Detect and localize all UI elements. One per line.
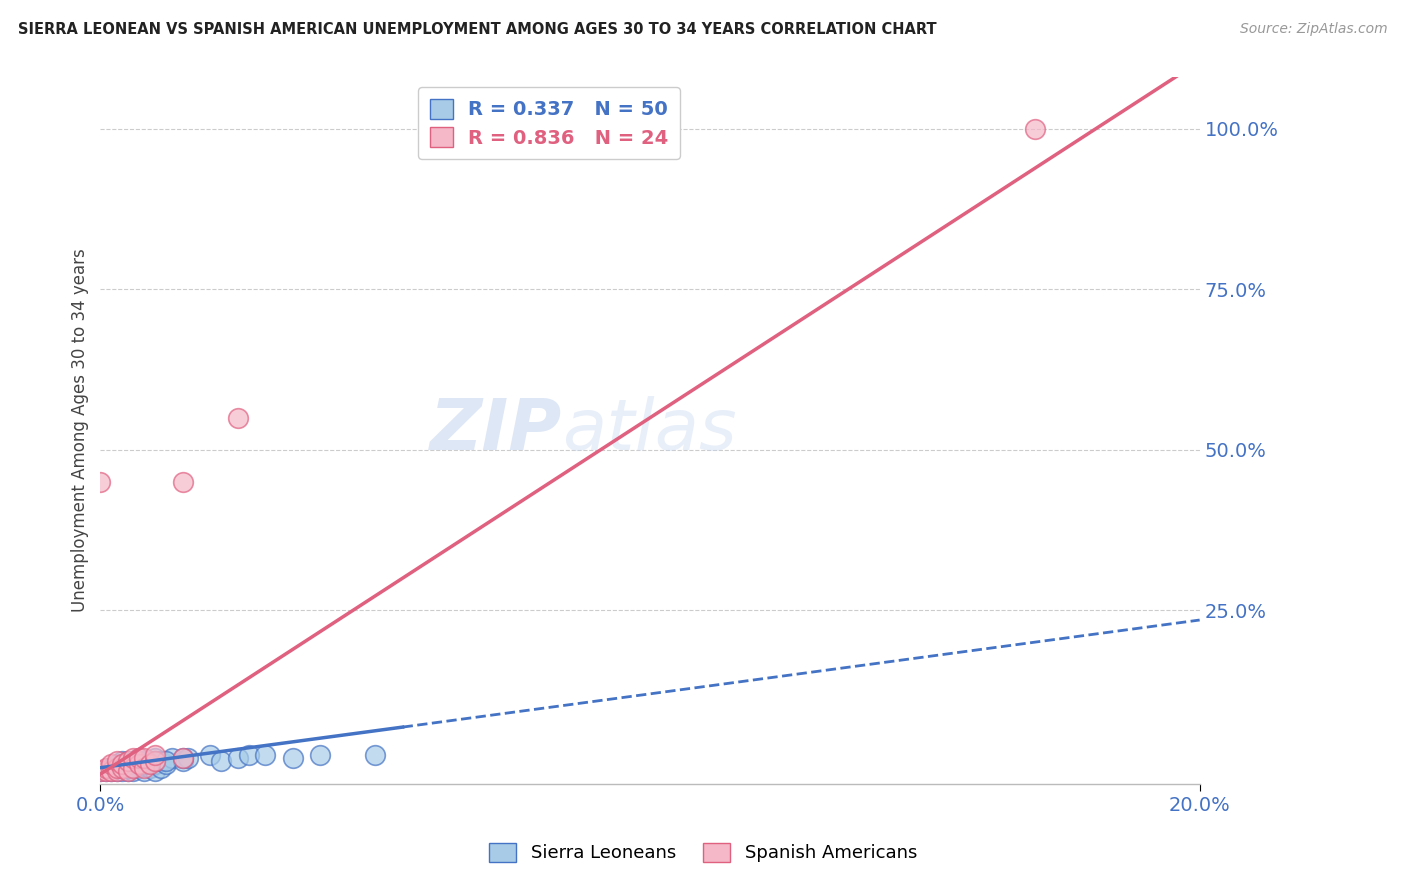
- Point: [105, 757, 128, 772]
- Point: [128, 757, 150, 772]
- Legend: Sierra Leoneans, Spanish Americans: Sierra Leoneans, Spanish Americans: [482, 836, 924, 870]
- Point: [226, 410, 249, 425]
- Point: [143, 757, 166, 772]
- Point: [117, 761, 139, 775]
- Text: SIERRA LEONEAN VS SPANISH AMERICAN UNEMPLOYMENT AMONG AGES 30 TO 34 YEARS CORREL: SIERRA LEONEAN VS SPANISH AMERICAN UNEMP…: [18, 22, 936, 37]
- Text: Source: ZipAtlas.com: Source: ZipAtlas.com: [1240, 22, 1388, 37]
- Point: [122, 764, 145, 778]
- Point: [149, 754, 172, 768]
- Point: [134, 764, 156, 778]
- Point: [254, 747, 277, 762]
- Point: [94, 764, 117, 778]
- Point: [100, 761, 122, 775]
- Point: [209, 754, 232, 768]
- Point: [89, 764, 111, 778]
- Point: [122, 758, 145, 772]
- Point: [134, 751, 156, 765]
- Point: [105, 764, 128, 778]
- Point: [94, 761, 117, 775]
- Point: [89, 475, 111, 489]
- Point: [281, 751, 304, 765]
- Point: [122, 761, 145, 775]
- Point: [94, 764, 117, 778]
- Point: [1024, 121, 1046, 136]
- Point: [89, 764, 111, 778]
- Point: [111, 761, 134, 775]
- Point: [143, 764, 166, 778]
- Point: [111, 754, 134, 768]
- Legend: R = 0.337   N = 50, R = 0.836   N = 24: R = 0.337 N = 50, R = 0.836 N = 24: [418, 87, 681, 160]
- Point: [139, 761, 162, 775]
- Point: [117, 761, 139, 775]
- Point: [128, 751, 150, 765]
- Point: [200, 747, 222, 762]
- Point: [134, 761, 156, 775]
- Point: [172, 475, 194, 489]
- Point: [111, 764, 134, 778]
- Point: [100, 764, 122, 778]
- Text: atlas: atlas: [562, 396, 737, 465]
- Point: [143, 754, 166, 768]
- Point: [172, 754, 194, 768]
- Point: [128, 757, 150, 772]
- Point: [143, 754, 166, 768]
- Point: [105, 761, 128, 775]
- Point: [117, 754, 139, 768]
- Y-axis label: Unemployment Among Ages 30 to 34 years: Unemployment Among Ages 30 to 34 years: [72, 249, 89, 613]
- Point: [117, 757, 139, 772]
- Point: [143, 751, 166, 765]
- Point: [100, 764, 122, 778]
- Point: [111, 757, 134, 772]
- Point: [172, 751, 194, 765]
- Point: [143, 747, 166, 762]
- Point: [122, 754, 145, 768]
- Point: [134, 754, 156, 768]
- Point: [100, 757, 122, 772]
- Point: [111, 757, 134, 772]
- Point: [122, 757, 145, 772]
- Point: [117, 764, 139, 778]
- Point: [105, 754, 128, 768]
- Point: [149, 761, 172, 775]
- Point: [238, 747, 260, 762]
- Point: [155, 754, 177, 768]
- Point: [111, 761, 134, 775]
- Point: [172, 751, 194, 765]
- Text: ZIP: ZIP: [430, 396, 562, 465]
- Point: [128, 751, 150, 765]
- Point: [128, 761, 150, 775]
- Point: [117, 764, 139, 778]
- Point: [105, 761, 128, 775]
- Point: [128, 754, 150, 768]
- Point: [177, 751, 200, 765]
- Point: [105, 764, 128, 778]
- Point: [155, 757, 177, 772]
- Point: [364, 747, 387, 762]
- Point: [122, 751, 145, 765]
- Point: [117, 754, 139, 768]
- Point: [134, 758, 156, 772]
- Point: [160, 751, 183, 765]
- Point: [134, 757, 156, 772]
- Point: [139, 757, 162, 772]
- Point: [309, 747, 332, 762]
- Point: [139, 756, 162, 771]
- Point: [226, 751, 249, 765]
